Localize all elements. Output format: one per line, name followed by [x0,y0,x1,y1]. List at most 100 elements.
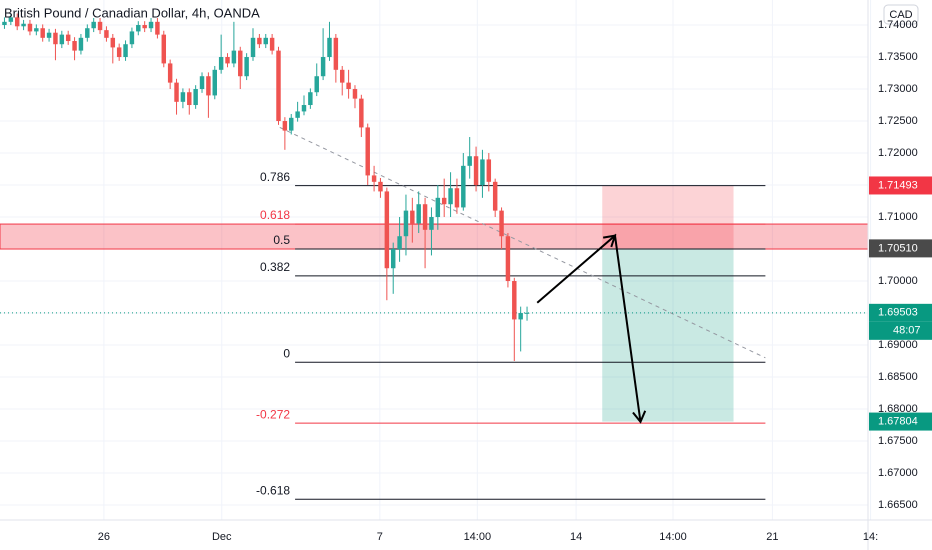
price-tag [869,412,932,431]
y-tick-label: 1.68000 [878,403,918,415]
y-tick-label: 1.73000 [878,83,918,95]
candle-body [416,204,421,224]
candle-body [314,76,319,93]
candle-body [167,63,173,83]
candle-body [390,249,396,269]
candle-body [180,92,186,102]
candle-body [295,111,300,118]
candle-body [467,156,472,166]
candle-body [505,236,511,282]
x-tick-label: 21 [766,531,778,543]
fib-label: 0.618 [260,208,290,222]
candle-body [524,312,530,314]
trendline [279,126,766,359]
price-tag [869,239,932,258]
currency-label: CAD [889,9,912,21]
countdown-tag [869,321,932,340]
candle-body [46,32,52,38]
y-tick-label: 1.72500 [878,115,918,127]
candle-body [250,37,256,58]
candle-body [403,210,409,237]
candle-body [359,98,364,128]
price-tag-label: 1.67804 [878,415,918,427]
x-tick-label: 14 [570,531,582,543]
target-zone [602,248,734,422]
candle-body [161,34,167,64]
fib-label: 0.786 [260,170,290,184]
candle-body [486,159,492,182]
arrow-head [632,410,647,424]
price-tag-label: 1.70510 [878,242,918,254]
x-tick-label: 14:00 [464,531,492,543]
candle-body [231,50,237,64]
candle-body [225,57,230,64]
candle-body [206,76,211,96]
candle-body [59,34,65,45]
y-tick-label: 1.66500 [878,499,918,511]
candle-body [448,188,453,205]
price-tag [869,303,932,322]
candle-body [308,92,313,106]
candle-body [193,89,198,106]
candle-body [346,82,351,90]
x-tick-label: Dec [212,531,232,543]
y-tick-label: 1.68500 [878,371,918,383]
candle-body [199,76,205,90]
candle-body [136,25,141,32]
candle-body [65,34,71,42]
candle-body [371,175,377,182]
y-tick-label: 1.69000 [878,339,918,351]
candle-body [429,217,434,230]
candle-body [174,82,179,102]
candle-body [512,281,517,320]
plot-area [0,0,872,520]
candle-body [91,21,96,29]
y-tick-label: 1.74000 [878,19,918,31]
candle-body [27,23,33,32]
x-tick-label: 14: [863,531,878,543]
candle-body [2,21,7,26]
candle-body [441,197,447,205]
candle-body [320,57,326,77]
price-tag-label: 1.71493 [878,179,918,191]
candle-body [212,69,217,96]
candle-body [333,37,339,70]
candle-body [34,28,39,32]
candle-body [352,89,358,99]
x-tick-label: 7 [377,531,383,543]
arrow-head [602,234,617,248]
candle-body [129,31,135,45]
candle-body [499,210,504,237]
candle-body [282,121,288,131]
candle-body [327,37,332,58]
candle-body [85,28,90,38]
candle-body [123,44,128,58]
candle-body [518,313,523,320]
candle-body [410,210,415,224]
candle-body [397,236,402,250]
candle-body [116,47,122,58]
candle-body [187,92,192,106]
candle-body [492,181,498,211]
candle-body [289,117,294,131]
candle-body [435,197,441,218]
candle-body [155,21,160,35]
candle-body [142,25,147,29]
candle-body [257,37,262,45]
candle-body [104,30,109,38]
candle-body [339,69,345,83]
x-tick-label: 14:00 [659,531,687,543]
y-tick-label: 1.67000 [878,467,918,479]
candle-body [148,21,154,29]
x-tick-label: 26 [98,531,110,543]
y-tick-label: 1.72000 [878,147,918,159]
fib-label: -0.618 [256,483,290,497]
candle-body [78,37,84,51]
candle-body [378,181,383,192]
candle-body [21,23,26,27]
candle-body [72,41,77,51]
currency-button[interactable] [883,4,919,25]
candle-body [461,165,466,208]
